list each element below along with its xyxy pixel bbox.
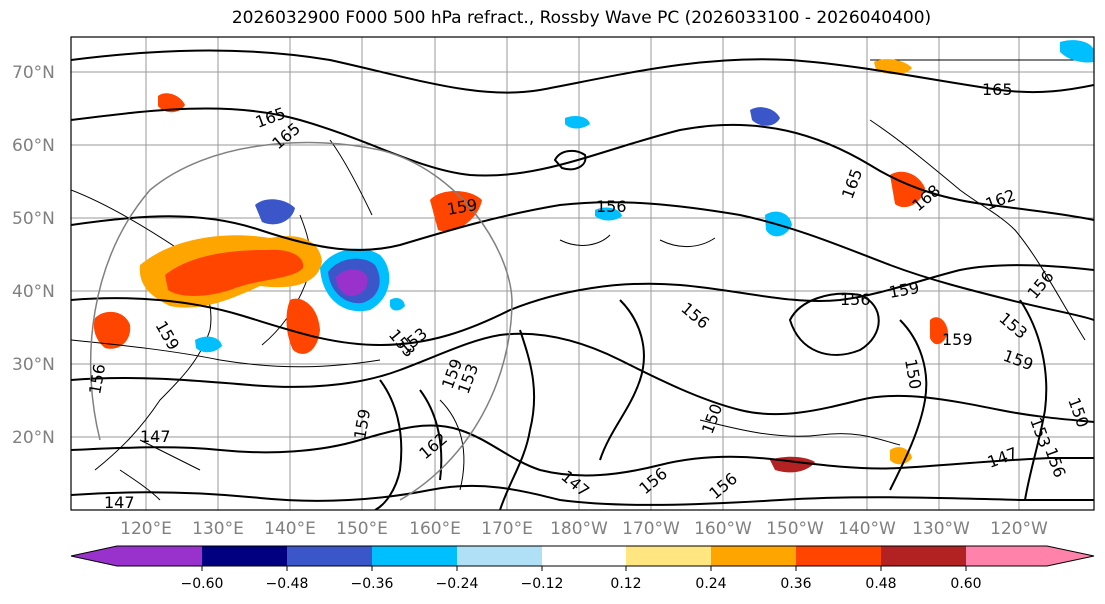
contour-label: 147 [140, 427, 171, 446]
colorbar-tick-label: −0.24 [436, 576, 479, 592]
lon-label: 160°W [694, 519, 752, 539]
colorbar-tick-label: −0.48 [266, 576, 309, 592]
lon-label: 140°W [838, 519, 896, 539]
contour-label: 156 [596, 197, 627, 216]
latitude-labels: 70°N 60°N 50°N 40°N 30°N 20°N [12, 63, 55, 448]
map-title: 2026032900 F000 500 hPa refract., Rossby… [231, 8, 932, 28]
lon-label: 160°E [409, 519, 461, 539]
colorbar-segment [881, 546, 966, 566]
lat-label: 70°N [12, 63, 55, 83]
map-frame [70, 36, 1095, 511]
colorbar-segment [287, 546, 372, 566]
refractivity-contours [71, 49, 1094, 510]
coastlines [71, 59, 1094, 501]
colorbar-tick-label: 0.48 [865, 576, 896, 592]
colorbar-extend-low [71, 546, 117, 566]
lon-label: 140°E [264, 519, 316, 539]
lon-label: 180°W [550, 519, 608, 539]
colorbar-tick-label: 0.60 [950, 576, 981, 592]
lat-label: 60°N [12, 136, 55, 156]
colorbar-segment [542, 546, 626, 566]
lon-label: 170°W [622, 519, 680, 539]
colorbar-extend-high [966, 546, 1094, 566]
contour-label: 147 [104, 493, 135, 512]
thin-contours [71, 234, 901, 491]
lat-label: 50°N [12, 209, 55, 229]
lat-label: 40°N [12, 282, 55, 302]
colorbar-segment [372, 546, 457, 566]
lon-label: 120°E [120, 519, 172, 539]
colorbar-segment [796, 546, 881, 566]
colorbar-segment [202, 546, 287, 566]
colorbar-tick-label: −0.60 [181, 576, 224, 592]
colorbar-tick-label: −0.12 [521, 576, 564, 592]
colorbar-outline [70, 545, 1095, 567]
colorbar-segment [711, 546, 796, 566]
colorbar-tick-label: 0.12 [610, 576, 641, 592]
contour-label: 156 [840, 290, 871, 309]
lat-label: 20°N [12, 428, 55, 448]
contour-label: 165 [982, 80, 1013, 99]
colorbar-tick-label: 0.36 [780, 576, 811, 592]
lon-label: 170°E [481, 519, 533, 539]
refractivity-shading [93, 40, 1094, 473]
lon-label: 130°W [912, 519, 970, 539]
lon-label: 150°W [766, 519, 824, 539]
colorbar-segment [117, 546, 202, 566]
colorbar-segment [457, 546, 542, 566]
lat-label: 30°N [12, 355, 55, 375]
great-circle-path [89, 141, 513, 501]
longitude-labels: 120°E 130°E 140°E 150°E 160°E 170°E 180°… [120, 519, 1048, 539]
colorbar-segment [626, 546, 711, 566]
contour-label: 159 [942, 330, 973, 349]
colorbar: −0.60 −0.48 −0.36 −0.24 −0.12 0.12 0.24 … [70, 545, 1095, 592]
lon-label: 130°E [192, 519, 244, 539]
colorbar-tick-label: 0.24 [695, 576, 726, 592]
lon-label: 120°W [990, 519, 1048, 539]
map-plot-area: 165 165 159 156 165 168 162 165 156 159 … [71, 37, 1094, 512]
colorbar-tick-label: −0.36 [351, 576, 394, 592]
lon-label: 150°E [336, 519, 388, 539]
